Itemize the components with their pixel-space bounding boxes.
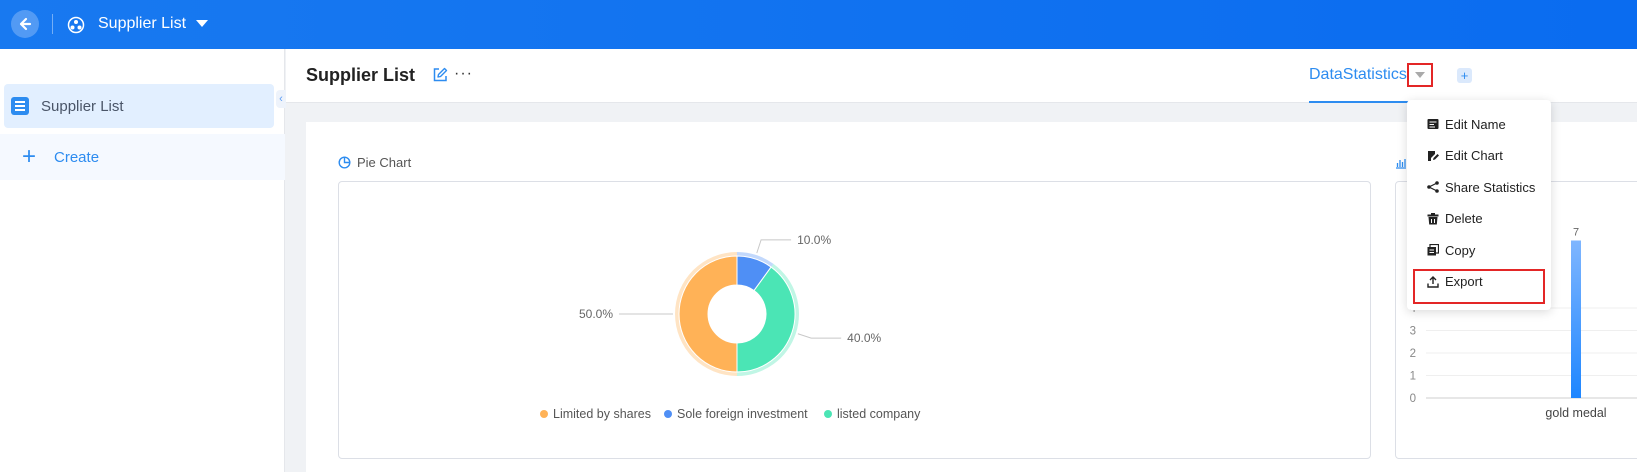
pie-leader-line	[756, 239, 792, 254]
legend-entry[interactable]: Sole foreign investment	[677, 407, 808, 421]
bar-value-label: 7	[1573, 227, 1579, 239]
tab-dropdown-button[interactable]	[1407, 63, 1433, 87]
legend-entry[interactable]: Limited by shares	[553, 407, 651, 421]
pie-value-label: 40.0%	[847, 331, 881, 345]
edit-name-icon	[1426, 118, 1439, 131]
sidebar: Supplier List + Create	[0, 49, 285, 472]
pie-chart-icon	[338, 156, 351, 169]
chevron-left-icon: ‹	[279, 93, 283, 105]
tab-dropdown-menu: Edit Name Edit Chart Share Statistics Delet…	[1407, 100, 1551, 310]
legend-swatch	[824, 410, 832, 418]
list-icon	[11, 97, 29, 115]
menu-item-label: Edit Chart	[1445, 148, 1503, 163]
bar-y-tick: 1	[1410, 371, 1416, 383]
menu-item-label: Copy	[1445, 242, 1476, 258]
trash-icon	[1426, 212, 1439, 225]
more-icon[interactable]: ···	[454, 65, 473, 82]
app-logo-icon	[67, 16, 85, 34]
menu-item-edit-chart[interactable]: Edit Chart	[1407, 141, 1551, 171]
pie-slice-listed-company[interactable]	[736, 266, 796, 373]
menu-item-label: Share Statistics	[1445, 179, 1536, 195]
tab-datastatistics[interactable]: DataStatistics	[1309, 49, 1412, 103]
menu-item-delete[interactable]: Delete	[1407, 204, 1551, 234]
sidebar-item-label: Supplier List	[41, 97, 124, 115]
chevron-down-icon[interactable]	[196, 20, 208, 27]
pie-panel-title-text: Pie Chart	[357, 155, 412, 170]
pie-value-label: 50.0%	[579, 307, 613, 321]
back-button[interactable]	[11, 10, 39, 38]
menu-item-edit-name[interactable]: Edit Name	[1407, 109, 1551, 139]
legend-entry[interactable]: listed company	[837, 407, 921, 421]
add-tab-button[interactable]: +	[1457, 68, 1472, 83]
divider	[52, 14, 53, 34]
bar-y-tick: 0	[1410, 393, 1416, 405]
menu-item-share-statistics[interactable]: Share Statistics	[1407, 172, 1551, 202]
menu-item-label: Export	[1445, 274, 1483, 289]
bar-y-tick: 3	[1410, 326, 1416, 338]
pie-leader-line	[797, 333, 842, 339]
edit-icon[interactable]	[432, 67, 448, 83]
bar-chart-icon	[1396, 159, 1406, 169]
page-title: Supplier List	[306, 65, 416, 85]
top-bar: Supplier List	[0, 0, 1637, 49]
pie-slice-halo	[737, 252, 774, 268]
pie-slice-limited-by-shares[interactable]	[678, 255, 738, 373]
menu-item-label: Edit Name	[1445, 116, 1506, 132]
create-button[interactable]: + Create	[0, 134, 285, 180]
menu-item-export[interactable]: Export	[1407, 267, 1551, 297]
export-icon	[1426, 275, 1439, 288]
legend-swatch	[664, 410, 672, 418]
caret-down-icon	[1415, 72, 1425, 78]
bar-gold-medal[interactable]	[1571, 240, 1581, 399]
edit-chart-icon	[1426, 149, 1439, 162]
collapse-sidebar-button[interactable]: ‹	[276, 90, 286, 108]
app-title[interactable]: Supplier List	[98, 15, 187, 32]
pie-panel-title: Pie Chart	[338, 155, 411, 170]
create-label: Create	[54, 148, 100, 166]
plus-icon: +	[22, 143, 37, 170]
sidebar-item-supplier-list[interactable]: Supplier List	[4, 84, 274, 128]
arrow-left-icon	[19, 17, 32, 31]
menu-item-copy[interactable]: Copy	[1407, 235, 1551, 265]
pie-value-label: 10.0%	[797, 233, 831, 247]
share-icon	[1426, 181, 1439, 194]
copy-icon	[1426, 244, 1439, 257]
pie-chart-card: 10.0% 40.0% 50.0% Limited by shares Sole for…	[338, 181, 1371, 459]
legend-swatch	[540, 410, 548, 418]
pie-chart: 10.0% 40.0% 50.0% Limited by shares Sole for…	[540, 233, 921, 421]
bar-category-label: gold medal	[1545, 406, 1606, 420]
menu-item-label: Delete	[1445, 211, 1483, 226]
bar-y-tick: 2	[1410, 348, 1416, 360]
page-header: Supplier List ··· DataStatistics +	[286, 49, 1637, 103]
